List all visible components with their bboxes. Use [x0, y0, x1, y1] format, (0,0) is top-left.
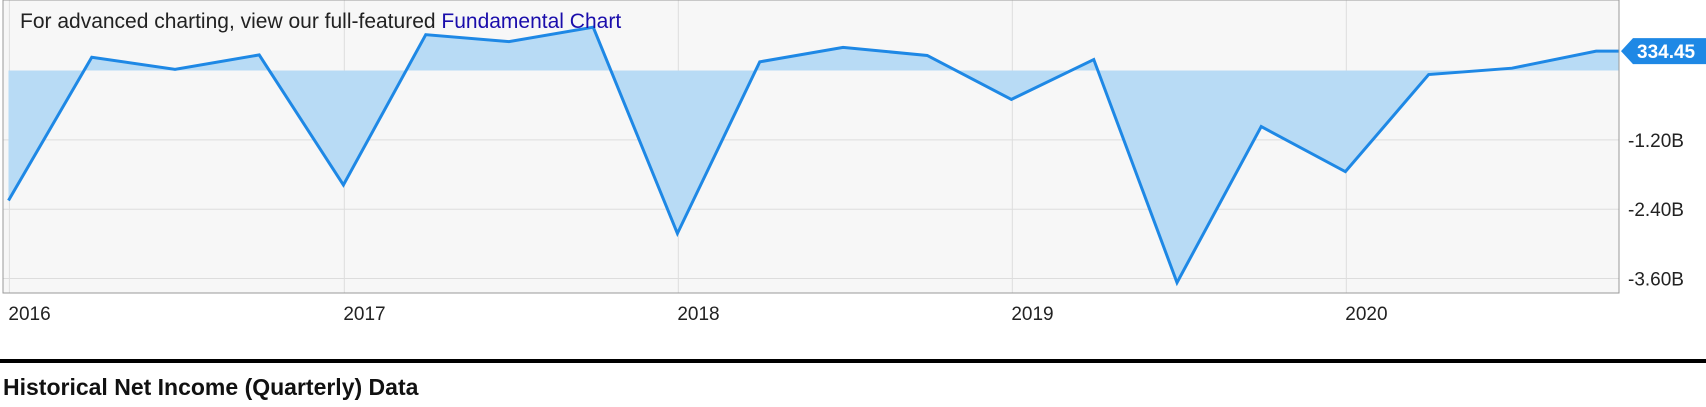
data-point	[257, 53, 261, 57]
data-point	[925, 53, 929, 57]
x-tick-label: 2017	[343, 304, 385, 325]
section-divider	[0, 359, 1706, 363]
advanced-charting-promo: For advanced charting, view our full-fea…	[20, 10, 621, 34]
y-tick-label: -1.20B	[1628, 131, 1684, 152]
data-point	[1259, 125, 1263, 129]
data-point	[675, 231, 679, 235]
x-tick-label: 2019	[1011, 304, 1053, 325]
chart-canvas: 2016 2017 2018 2019 2020 -1.20B -2.40B -3.60B 33…	[2, 0, 1706, 325]
x-tick-label: 2018	[677, 304, 719, 325]
series-line	[7, 25, 1619, 287]
data-point	[6, 199, 10, 203]
data-point	[341, 183, 345, 187]
data-point	[1175, 281, 1179, 285]
x-tick-label: 2016	[8, 304, 50, 325]
fundamental-chart-link[interactable]: Fundamental Chart	[441, 10, 622, 33]
area-fill	[8, 27, 1620, 283]
data-point	[758, 60, 762, 64]
data-point	[1510, 66, 1514, 70]
data-point	[173, 67, 177, 71]
last-value-label: 334.45	[1637, 42, 1696, 63]
data-point	[90, 55, 94, 59]
net-income-chart[interactable]: 2016 2017 2018 2019 2020 -1.20B -2.40B -3.60B 33…	[0, 0, 1706, 330]
plot-frame	[2, 0, 1620, 294]
data-point	[1427, 73, 1431, 77]
y-tick-label: -3.60B	[1628, 270, 1684, 291]
data-point	[1009, 97, 1013, 101]
last-value-badge	[1621, 38, 1706, 65]
data-point	[1343, 170, 1347, 174]
data-point	[1594, 49, 1598, 53]
y-tick-label: -2.40B	[1628, 200, 1684, 221]
data-point	[841, 45, 845, 49]
section-title: Historical Net Income (Quarterly) Data	[3, 374, 419, 400]
plot-background	[3, 0, 1619, 293]
x-tick-label: 2020	[1345, 304, 1387, 325]
data-point	[1092, 58, 1096, 62]
promo-text: For advanced charting, view our full-fea…	[20, 10, 442, 33]
data-point	[507, 40, 511, 44]
